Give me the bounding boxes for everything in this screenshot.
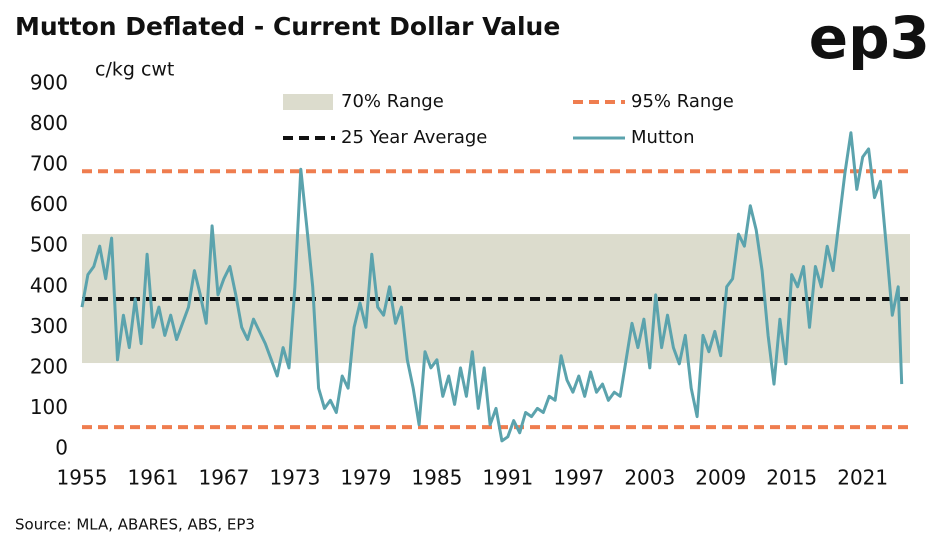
y-tick-label: 400 xyxy=(30,273,68,297)
x-tick-label: 1967 xyxy=(198,466,249,490)
chart-title: Mutton Deflated - Current Dollar Value xyxy=(15,12,560,41)
series-line xyxy=(80,131,904,443)
logo: ep3 xyxy=(809,4,930,72)
legend-label: Mutton xyxy=(631,127,694,148)
x-tick-label: 1961 xyxy=(128,466,179,490)
legend-label: 25 Year Average xyxy=(341,127,487,148)
y-tick-label: 200 xyxy=(30,354,68,378)
x-tick-label: 2021 xyxy=(837,466,888,490)
y-tick-label: 500 xyxy=(30,233,68,257)
y-tick-label: 0 xyxy=(55,436,68,460)
legend-label: 70% Range xyxy=(341,91,444,112)
x-tick-label: 1991 xyxy=(482,466,533,490)
y-axis-label: c/kg cwt xyxy=(95,59,174,81)
legend-swatch xyxy=(283,94,333,110)
y-tick-label: 800 xyxy=(30,111,68,135)
legend: 70% Range 95% Range 25 Year Average Mutton xyxy=(283,91,734,148)
x-tick-label: 1985 xyxy=(411,466,462,490)
x-tick-label: 1955 xyxy=(57,466,108,490)
x-tick-label: 2009 xyxy=(695,466,746,490)
y-tick-label: 900 xyxy=(30,71,68,95)
y-tick-label: 700 xyxy=(30,152,68,176)
x-tick-label: 1973 xyxy=(269,466,320,490)
x-tick-label: 1979 xyxy=(340,466,391,490)
y-tick-label: 100 xyxy=(30,395,68,419)
x-tick-label: 2015 xyxy=(766,466,817,490)
x-tick-label: 1997 xyxy=(553,466,604,490)
x-tick-label: 2003 xyxy=(624,466,675,490)
legend-label: 95% Range xyxy=(631,91,734,112)
y-tick-label: 600 xyxy=(30,192,68,216)
source: Source: MLA, ABARES, ABS, EP3 xyxy=(15,516,255,534)
plot-area: 0 100 200 300 400 500 600 700 800 900 1955 1961 1967… xyxy=(30,71,910,490)
y-tick-label: 300 xyxy=(30,314,68,338)
